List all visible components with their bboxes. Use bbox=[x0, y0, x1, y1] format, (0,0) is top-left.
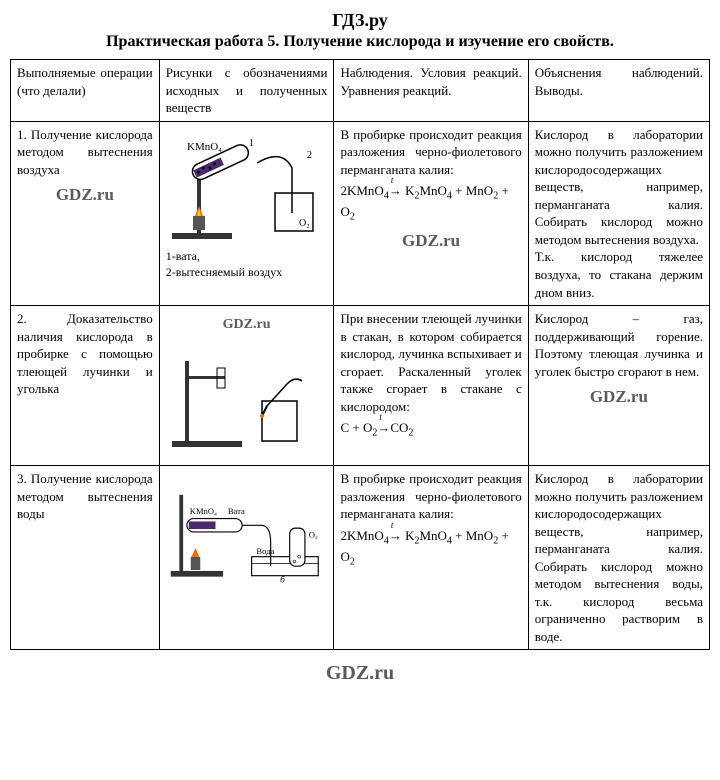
cell-concl: Кислород в лаборатории можно получить ра… bbox=[528, 466, 709, 650]
img-caption: 1-вата, 2-вытесняемый воздух bbox=[166, 248, 328, 280]
cell-drawing: KMnO₄ O₂ 1 2 1-вата, 2-вытесняемый возду… bbox=[159, 121, 334, 305]
label-kmno4: KMnO₄ bbox=[190, 505, 217, 515]
label-o2: O₂ bbox=[299, 218, 310, 229]
cell-obs: В пробирке происходит реакция разложения… bbox=[334, 466, 528, 650]
lab-table: Выполняемые операции (что делали) Рисунк… bbox=[10, 59, 710, 650]
cell-concl: Кислород в лаборатории можно получить ра… bbox=[528, 121, 709, 305]
watermark: GDZ.ru bbox=[17, 184, 153, 207]
table-row: 3. Получение кислорода методом вытеснени… bbox=[11, 466, 710, 650]
cell-drawing: KMnO₄ Вата O₂ Вода б bbox=[159, 466, 334, 650]
footer-watermark: GDZ.ru bbox=[10, 662, 710, 685]
label-vata: Вата bbox=[228, 505, 245, 515]
label-kmno4: KMnO₄ bbox=[187, 141, 222, 153]
header-row: Выполняемые операции (что делали) Рисунк… bbox=[11, 60, 710, 122]
cell-op: 2. Доказательство наличия кислорода в пр… bbox=[11, 306, 160, 466]
label-o2: O₂ bbox=[308, 529, 317, 539]
cell-drawing: GDZ.ru bbox=[159, 306, 334, 466]
table-row: 2. Доказательство наличия кислорода в пр… bbox=[11, 306, 710, 466]
op-text: 1. Получение кислорода методом вытеснени… bbox=[17, 126, 153, 179]
cell-concl: Кислород – газ, поддерживающий горение. … bbox=[528, 306, 709, 466]
cell-obs: В пробирке происходит реакция разложения… bbox=[334, 121, 528, 305]
formula: 2KMnO4→t K2MnO4 + MnO2 + O2 bbox=[340, 182, 521, 224]
header-conclusions: Объяснения наблюдений. Выводы. bbox=[528, 60, 709, 122]
header-operations: Выполняемые операции (что делали) bbox=[11, 60, 160, 122]
label-2: 2 bbox=[307, 150, 312, 161]
page-title: Практическая работа 5. Получение кислоро… bbox=[10, 33, 710, 51]
watermark: GDZ.ru bbox=[535, 386, 703, 409]
header-drawings: Рисунки с обозначениями исходных и получ… bbox=[159, 60, 334, 122]
watermark: GDZ.ru bbox=[166, 316, 328, 335]
obs-text: В пробирке происходит реакция разложения… bbox=[340, 126, 521, 179]
label-1: 1 bbox=[249, 138, 254, 149]
table-row: 1. Получение кислорода методом вытеснени… bbox=[11, 121, 710, 305]
cell-op: 3. Получение кислорода методом вытеснени… bbox=[11, 466, 160, 650]
label-voda: Вода bbox=[256, 545, 274, 555]
concl-text: Кислород – газ, поддерживающий горение. … bbox=[535, 310, 703, 380]
header-observations: Наблюдения. Условия реакций. Уравнения р… bbox=[334, 60, 528, 122]
apparatus-diagram bbox=[166, 341, 328, 461]
cell-obs: При внесении тлеющей лучинки в стакан, в… bbox=[334, 306, 528, 466]
apparatus-diagram: KMnO₄ O₂ 1 2 bbox=[166, 126, 328, 246]
obs-text: При внесении тлеющей лучинки в стакан, в… bbox=[340, 310, 521, 415]
watermark: GDZ.ru bbox=[340, 230, 521, 253]
cell-op: 1. Получение кислорода методом вытеснени… bbox=[11, 121, 160, 305]
formula: C + O2→tCO2 bbox=[340, 419, 521, 440]
formula: 2KMnO4→t K2MnO4 + MnO2 + O2 bbox=[340, 527, 521, 569]
obs-text: В пробирке происходит реакция разложения… bbox=[340, 470, 521, 523]
apparatus-diagram: KMnO₄ Вата O₂ Вода б bbox=[166, 470, 328, 590]
site-logo: ГДЗ.ру bbox=[10, 10, 710, 31]
